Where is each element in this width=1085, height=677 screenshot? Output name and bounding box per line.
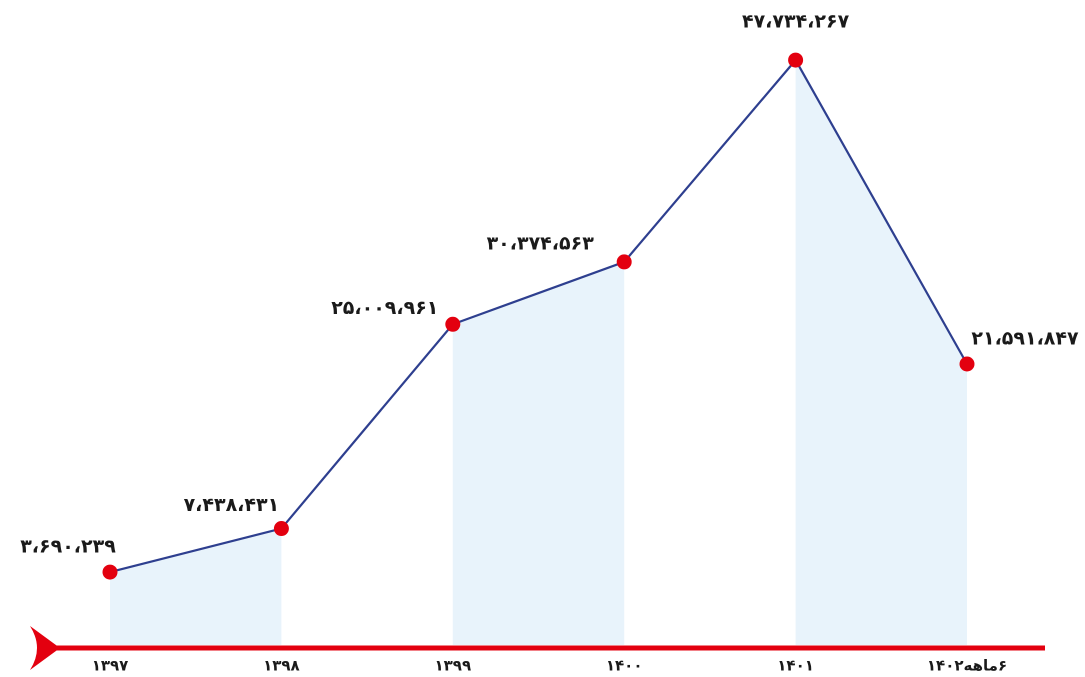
area: [795, 60, 967, 645]
label-group: ۳،۶۹۰،۲۳۹ ۱۳۹۷ ۷،۴۳۸،۴۳۱ ۱۳۹۸ ۲۵،۰۰۹،۹۶۱ ۱۳۹۹…: [20, 11, 1079, 675]
x-tick-label: ۱۳۹۸: [263, 657, 300, 675]
marker: [788, 52, 804, 68]
line: [109, 58, 968, 574]
data-label: ۲۵،۰۰۹،۹۶۱: [331, 297, 438, 319]
area-group: [110, 60, 967, 645]
marker: [616, 254, 632, 270]
x-tick-label: ۱۳۹۷: [92, 657, 129, 675]
data-label: ۴۷،۷۳۴،۲۶۷: [742, 11, 850, 33]
x-tick-label: ۱۳۹۹: [434, 657, 471, 675]
axis-arrow: [30, 626, 60, 670]
data-label: ۳،۶۹۰،۲۳۹: [20, 536, 116, 558]
x-tick-label: ۱۴۰۱: [777, 657, 814, 675]
data-label: ۲۱،۵۹۱،۸۴۷: [971, 328, 1079, 350]
marker: [273, 521, 289, 537]
data-label: ۷،۴۳۸،۴۳۱: [184, 494, 280, 516]
x-tick-label: ۶ماهه۱۴۰۲: [927, 657, 1007, 675]
x-tick-label: ۱۴۰۰: [606, 657, 643, 675]
marker: [102, 564, 118, 580]
axis-group: [30, 626, 1045, 670]
area: [452, 261, 625, 645]
data-label: ۳۰،۳۷۴،۵۶۳: [487, 232, 595, 254]
line-group: [102, 52, 975, 580]
marker: [959, 356, 975, 372]
area: [110, 528, 282, 645]
marker: [445, 316, 461, 332]
